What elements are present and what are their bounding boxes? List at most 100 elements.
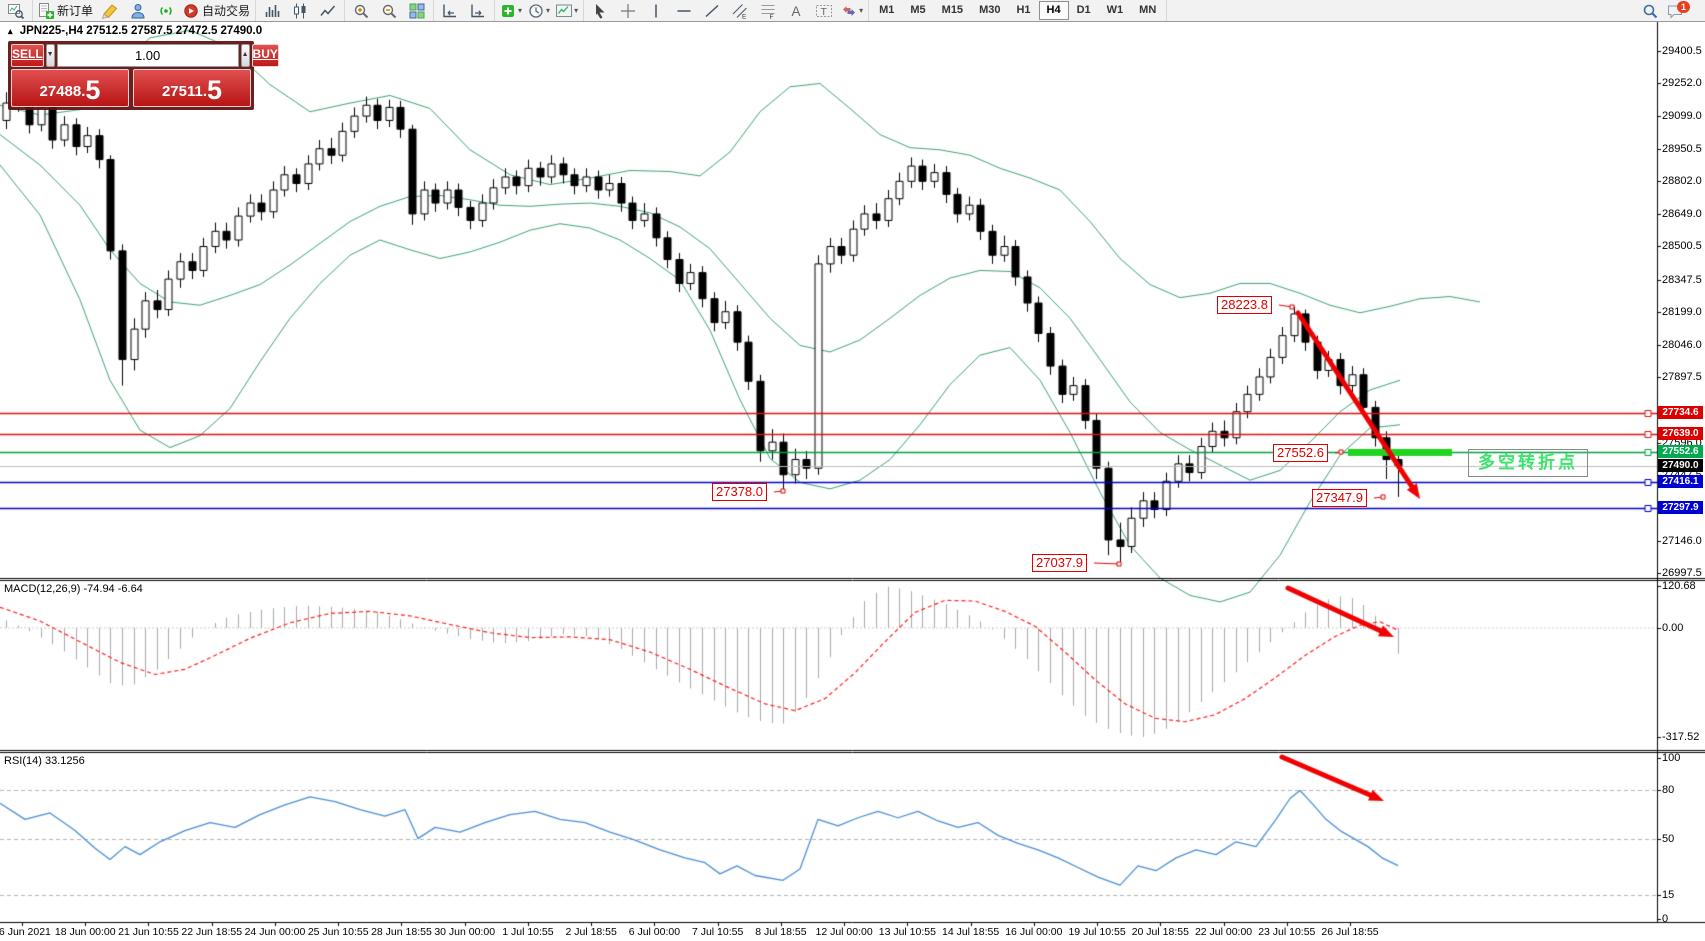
time-axis-label: 16 Jul 00:00 bbox=[1005, 926, 1063, 938]
auto-scroll-icon bbox=[443, 4, 457, 17]
arrows-icon bbox=[843, 5, 856, 16]
toolbar-group: 新订单 自动交易 bbox=[33, 0, 257, 21]
buy-price-button[interactable]: 27511. 5 bbox=[133, 69, 251, 107]
toolbar-group: ▾ ▾ ▾ bbox=[495, 0, 585, 21]
price-annotation-label[interactable]: 27037.9 bbox=[1032, 554, 1087, 572]
svg-text:T: T bbox=[821, 6, 828, 18]
dropdown-arrow-icon[interactable]: ▾ bbox=[546, 6, 551, 15]
vline-button[interactable] bbox=[642, 0, 670, 21]
highlighter-button[interactable] bbox=[96, 0, 124, 21]
arrows-button[interactable]: ▾ bbox=[838, 0, 866, 21]
time-axis-label: 24 Jun 00:00 bbox=[244, 926, 306, 938]
timeframe-m5[interactable]: M5 bbox=[910, 4, 926, 16]
candle-chart-button[interactable] bbox=[286, 0, 314, 21]
price-tag: 27639.0 bbox=[1658, 426, 1703, 440]
volume-up-button[interactable]: ▲ bbox=[240, 44, 250, 67]
price-axis-tick: 28347.5 bbox=[1662, 273, 1702, 286]
expert-advisor-button[interactable] bbox=[124, 0, 152, 21]
new-order-icon bbox=[39, 2, 54, 19]
time-axis-label: 1 Jul 10:55 bbox=[502, 926, 554, 938]
search-button[interactable] bbox=[1636, 0, 1664, 21]
timeframe-mn[interactable]: MN bbox=[1139, 4, 1157, 16]
volume-down-button[interactable]: ▼ bbox=[45, 44, 55, 67]
timeframe-m30[interactable]: M30 bbox=[979, 4, 1001, 16]
channel-button[interactable]: E bbox=[726, 0, 754, 21]
price-axis-tick: 28199.0 bbox=[1662, 305, 1702, 318]
price-axis-tick: 27146.0 bbox=[1662, 534, 1702, 547]
crosshair-button[interactable] bbox=[614, 0, 642, 21]
chart-shift-button[interactable] bbox=[464, 0, 492, 21]
time-axis-label: 2 Jul 18:55 bbox=[565, 926, 617, 938]
zoom-out-button[interactable] bbox=[375, 0, 403, 21]
time-axis-label: 28 Jun 18:55 bbox=[371, 926, 432, 938]
auto-scroll-button[interactable] bbox=[436, 0, 464, 21]
toolbar-group bbox=[345, 0, 435, 21]
dropdown-arrow-icon[interactable]: ▾ bbox=[518, 6, 523, 15]
price-tag: 27552.6 bbox=[1658, 445, 1703, 459]
text-icon: A bbox=[792, 4, 801, 19]
timeframe-m15[interactable]: M15 bbox=[941, 4, 964, 16]
macd-axis-tick: 0.00 bbox=[1662, 621, 1684, 634]
timeframe-h4[interactable]: H4 bbox=[1038, 1, 1069, 20]
template-icon bbox=[556, 4, 573, 17]
trendline-button[interactable] bbox=[698, 0, 726, 21]
crosshair-icon bbox=[621, 3, 636, 18]
sell-button[interactable]: SELL bbox=[11, 44, 44, 67]
template-button[interactable]: ▾ bbox=[553, 0, 581, 21]
new-order-label: 新订单 bbox=[57, 4, 94, 18]
new-order-button[interactable]: 新订单 bbox=[35, 0, 96, 21]
rsi-axis-tick: 80 bbox=[1662, 784, 1675, 797]
timeframe-h1[interactable]: H1 bbox=[1016, 4, 1031, 16]
timeframe-d1[interactable]: D1 bbox=[1076, 4, 1091, 16]
price-annotation-label[interactable]: 28223.8 bbox=[1217, 296, 1272, 314]
price-axis-tick: 29099.0 bbox=[1662, 110, 1702, 123]
text-button[interactable]: A bbox=[782, 0, 810, 21]
sell-price-button[interactable]: 27488. 5 bbox=[11, 69, 129, 107]
auto-trading-button[interactable]: 自动交易 bbox=[180, 0, 253, 21]
price-annotation-label[interactable]: 27378.0 bbox=[712, 483, 767, 501]
time-axis-label: 6 Jul 00:00 bbox=[628, 926, 681, 938]
price-tag: 27734.6 bbox=[1658, 405, 1703, 419]
period-button[interactable]: ▾ bbox=[525, 0, 553, 21]
price-annotation-label[interactable]: 27552.6 bbox=[1273, 444, 1328, 462]
sell-price: 27488. bbox=[39, 83, 86, 100]
price-axis-tick: 29400.5 bbox=[1662, 44, 1702, 57]
chat-button[interactable]: 1 bbox=[1664, 0, 1699, 21]
highlighter-icon bbox=[102, 3, 118, 19]
timeframe-m1[interactable]: M1 bbox=[879, 4, 895, 16]
buy-button[interactable]: BUY bbox=[251, 44, 279, 67]
timeframe-w1[interactable]: W1 bbox=[1106, 4, 1124, 16]
add-indicator-button[interactable]: ▾ bbox=[497, 0, 525, 21]
macd-indicator-label: MACD(12,26,9) -74.94 -6.64 bbox=[4, 583, 143, 595]
chart-search-button[interactable] bbox=[2, 0, 30, 21]
dropdown-arrow-icon[interactable]: ▾ bbox=[574, 6, 579, 15]
fibonacci-icon: F bbox=[761, 4, 775, 19]
rsi-axis-tick: 15 bbox=[1662, 888, 1675, 901]
time-axis-label: 18 Jun 00:00 bbox=[54, 926, 116, 938]
toolbar: 新订单 自动交易 ▾ ▾ ▾ E F A T ▾ M1 M5 M15 M30 H1 H4 D1 W1 MN 1 bbox=[0, 0, 1705, 22]
price-axis-tick: 28802.0 bbox=[1662, 174, 1702, 187]
volume-input[interactable] bbox=[56, 44, 239, 67]
time-axis-label: 22 Jul 00:00 bbox=[1194, 926, 1253, 938]
toolbar-group: E F A T ▾ bbox=[584, 0, 870, 21]
cursor-button[interactable] bbox=[586, 0, 614, 21]
fibonacci-button[interactable]: F bbox=[754, 0, 782, 21]
zoom-in-button[interactable] bbox=[347, 0, 375, 21]
line-chart-button[interactable] bbox=[314, 0, 342, 21]
signals-button[interactable] bbox=[152, 0, 180, 21]
period-icon bbox=[529, 3, 543, 18]
one-click-toggle-icon[interactable]: ▴ bbox=[8, 26, 13, 36]
vline-icon bbox=[655, 4, 657, 17]
signals-icon bbox=[160, 6, 172, 15]
price-annotation-label[interactable]: 27347.9 bbox=[1312, 489, 1367, 507]
text-label-button[interactable]: T bbox=[810, 0, 838, 21]
cursor-icon bbox=[596, 3, 605, 19]
hline-button[interactable] bbox=[670, 0, 698, 21]
dropdown-arrow-icon[interactable]: ▾ bbox=[859, 6, 864, 15]
buy-price: 27511. bbox=[161, 83, 208, 100]
price-axis-tick: 28649.0 bbox=[1662, 208, 1702, 221]
turning-point-text[interactable]: 多空转折点 bbox=[1468, 449, 1588, 477]
tile-windows-button[interactable] bbox=[403, 0, 431, 21]
bar-chart-button[interactable] bbox=[258, 0, 286, 21]
